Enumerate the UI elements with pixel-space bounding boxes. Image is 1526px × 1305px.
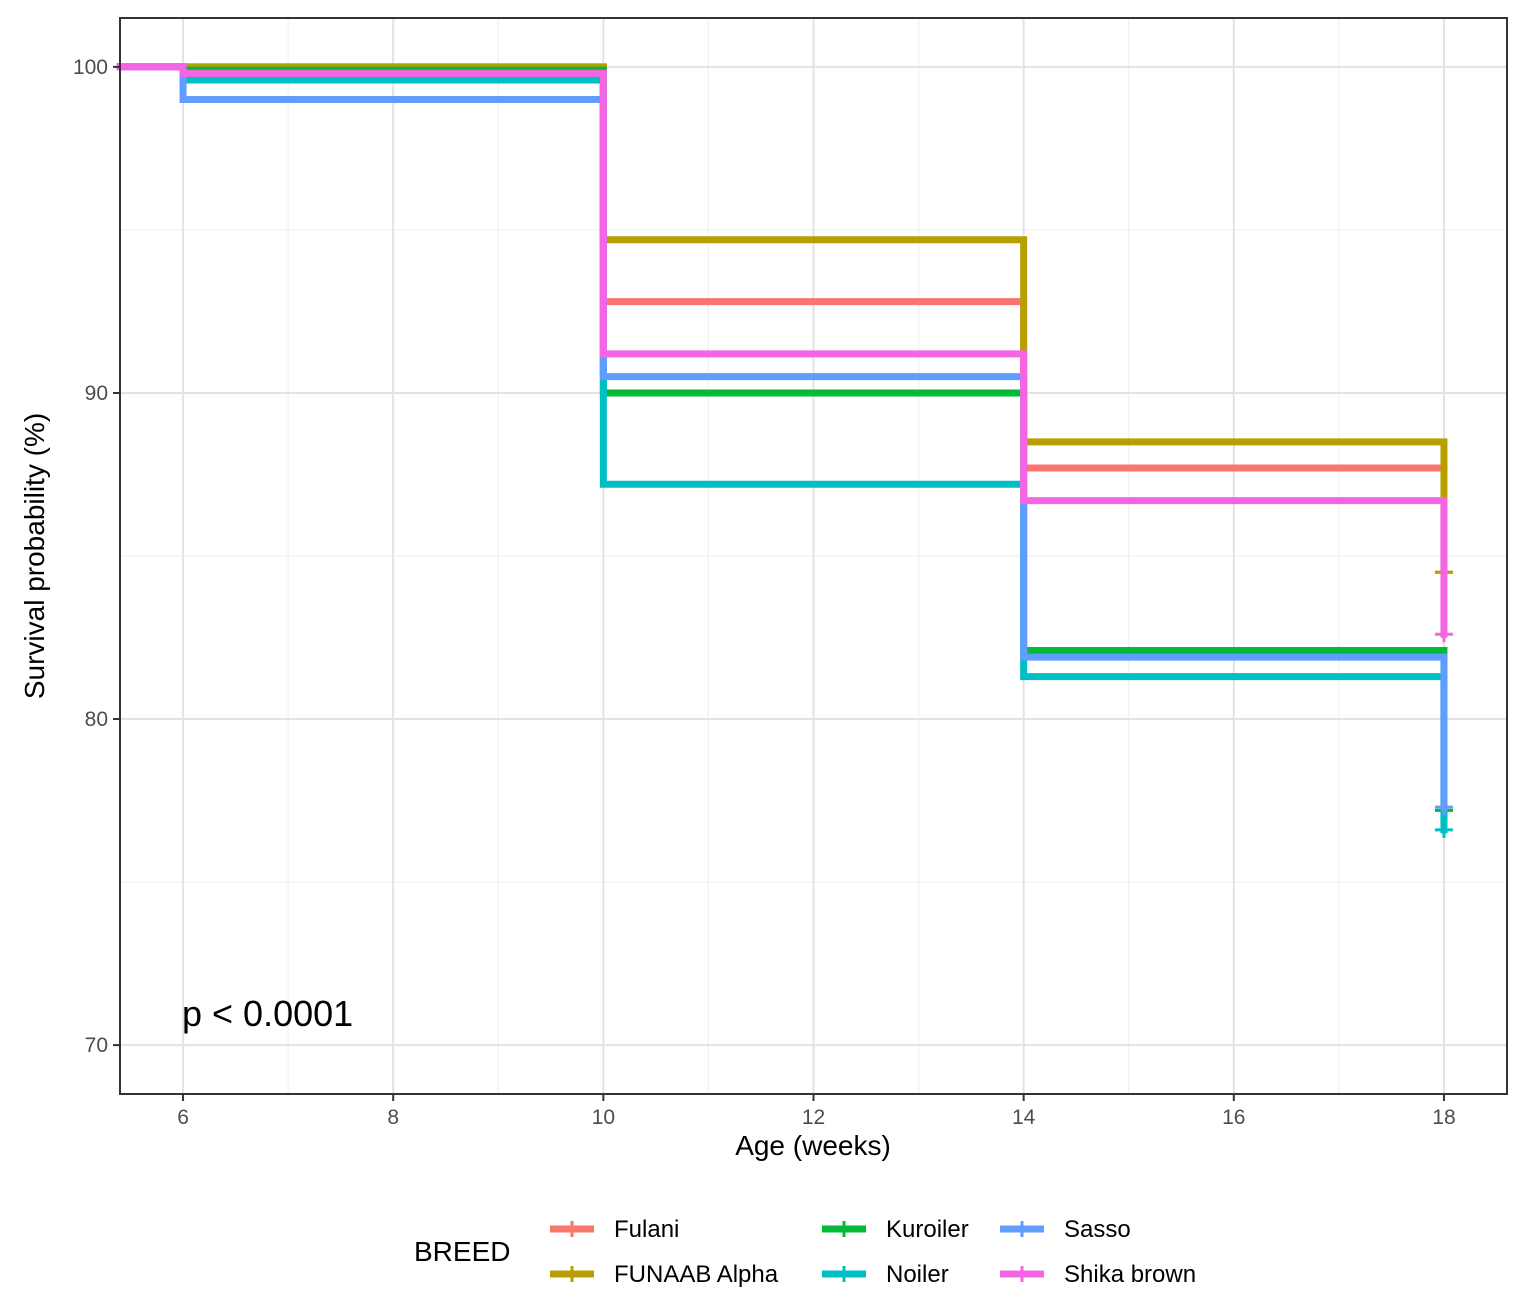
- y-axis-title: Survival probability (%): [19, 413, 50, 699]
- series-line-sasso: [116, 63, 1448, 811]
- x-tick-label: 10: [592, 1106, 615, 1129]
- series-line-fulani: [116, 63, 1448, 472]
- x-tick-label: 6: [177, 1106, 189, 1129]
- p-value-annotation: p < 0.0001: [182, 993, 353, 1034]
- y-tick-label: 70: [85, 1034, 108, 1057]
- axis-layer: 6 8 10 12 14 16 18 70 80 90 100: [73, 56, 1456, 1129]
- legend-label-fulani: Fulani: [614, 1216, 679, 1243]
- legend-label-shika-brown: Shika brown: [1064, 1261, 1196, 1288]
- series-layer: [116, 63, 1453, 838]
- legend-title: BREED: [414, 1236, 510, 1267]
- legend-label-noiler: Noiler: [886, 1261, 949, 1288]
- grid-layer: [120, 18, 1507, 1094]
- x-tick-label: 14: [1012, 1106, 1036, 1129]
- y-tick-label: 100: [73, 56, 108, 79]
- x-tick-label: 16: [1222, 1106, 1245, 1129]
- legend-label-sasso: Sasso: [1064, 1216, 1131, 1243]
- x-tick-label: 18: [1432, 1106, 1455, 1129]
- legend: BREED Fulani FUNAAB Alpha Kuroiler Noiler Sa…: [414, 1216, 1196, 1288]
- series-line-noiler: [116, 63, 1448, 834]
- legend-label-funaab-alpha: FUNAAB Alpha: [614, 1261, 779, 1288]
- x-tick-label: 8: [387, 1106, 399, 1129]
- censor-mark-shika-brown: [1434, 626, 1453, 643]
- x-axis-title: Age (weeks): [735, 1130, 891, 1161]
- censor-mark-sasso: [1434, 799, 1453, 816]
- y-tick-label: 90: [85, 382, 108, 405]
- y-tick-label: 80: [85, 708, 108, 731]
- series-line-shika-brown: [116, 63, 1448, 638]
- x-tick-label: 12: [802, 1106, 825, 1129]
- legend-label-kuroiler: Kuroiler: [886, 1216, 969, 1243]
- censor-mark-noiler: [1434, 821, 1453, 838]
- series-line-funaab-alpha: [116, 63, 1448, 576]
